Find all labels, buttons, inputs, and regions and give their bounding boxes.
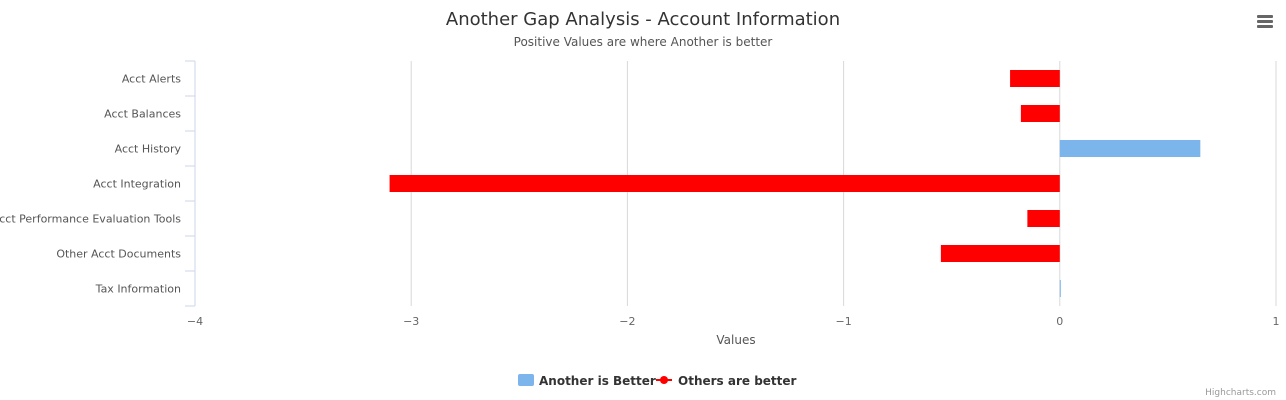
bars [389, 70, 1201, 297]
legend-item-others[interactable]: Others are better [656, 374, 797, 388]
category-label: Acct Balances [104, 108, 181, 121]
bar-acct-balances[interactable] [1020, 105, 1060, 122]
category-labels: Acct Alerts Acct Balances Acct History Acct… [0, 73, 181, 296]
tick-label: 1 [1273, 315, 1280, 328]
tick-label: 0 [1056, 315, 1063, 328]
bar-acct-performance-evaluation-tools[interactable] [1027, 210, 1060, 227]
bar-other-acct-documents[interactable] [940, 245, 1060, 262]
tick-label: −1 [835, 315, 851, 328]
legend-label: Another is Better [539, 374, 656, 388]
category-label: Acct Alerts [122, 73, 181, 86]
category-label: Other Acct Documents [56, 248, 181, 261]
category-label: Acct History [115, 143, 182, 156]
tick-label: −3 [403, 315, 419, 328]
legend-marker [660, 376, 668, 384]
legend: Another is Better Others are better [518, 374, 797, 388]
bar-tax-information[interactable] [1059, 280, 1061, 297]
bar-acct-integration[interactable] [389, 175, 1060, 192]
legend-item-another[interactable]: Another is Better [518, 374, 656, 388]
value-axis-title: Values [716, 333, 755, 347]
value-axis-ticks: −4 −3 −2 −1 0 1 [187, 315, 1280, 328]
hamburger-menu-icon[interactable] [1252, 8, 1278, 34]
legend-swatch [518, 374, 534, 386]
credits-link[interactable]: Highcharts.com [1205, 388, 1276, 398]
legend-label: Others are better [678, 374, 797, 388]
bar-acct-history[interactable] [1059, 140, 1201, 157]
bar-acct-alerts[interactable] [1010, 70, 1060, 87]
tick-label: −2 [619, 315, 635, 328]
category-axis [185, 60, 196, 307]
category-label: Acct Performance Evaluation Tools [0, 213, 181, 226]
chart-subtitle: Positive Values are where Another is bet… [514, 35, 773, 49]
category-label: Acct Integration [93, 178, 181, 191]
chart-title: Another Gap Analysis - Account Informati… [446, 9, 840, 30]
tick-label: −4 [187, 315, 203, 328]
category-label: Tax Information [95, 283, 181, 296]
